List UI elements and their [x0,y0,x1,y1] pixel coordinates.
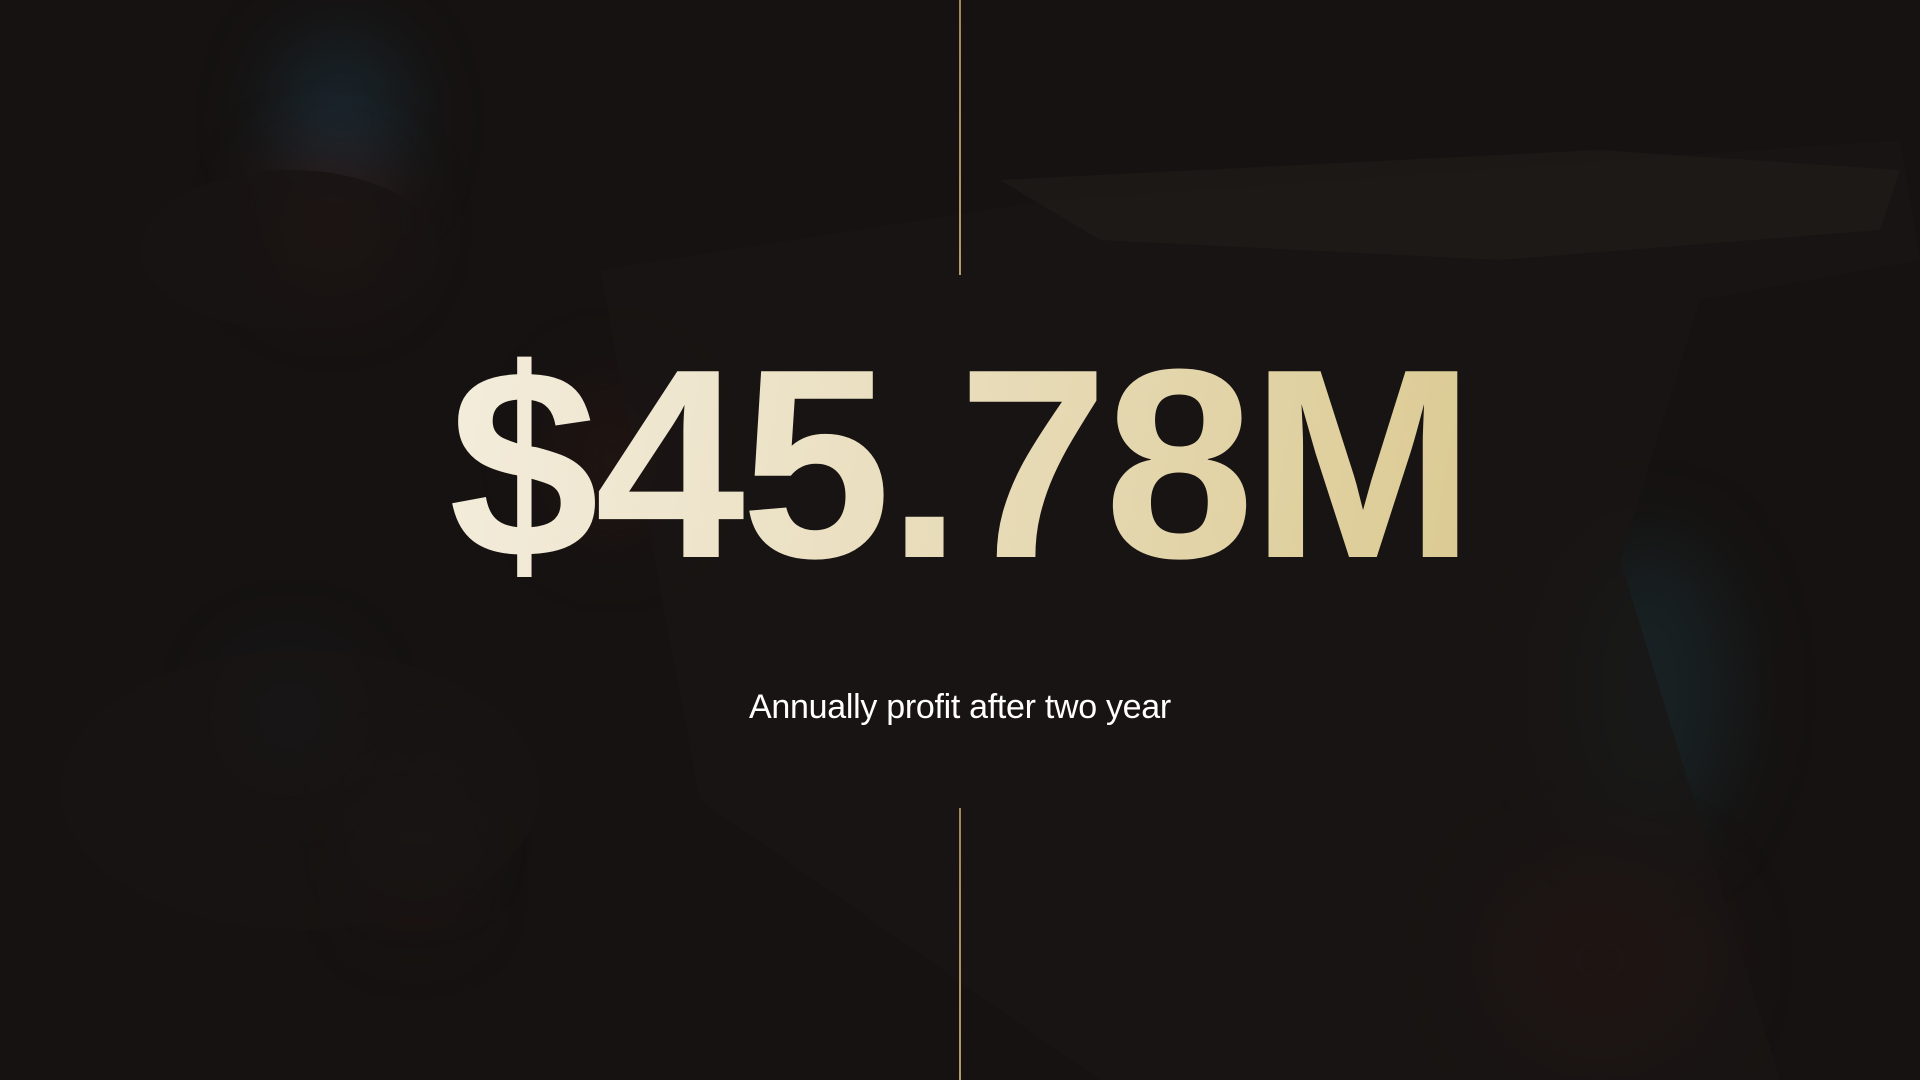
stat-caption: Annually profit after two year [0,688,1920,727]
background-glow-teal-bottom [380,780,450,870]
background-glow-blue-top [280,40,400,200]
divider-line-top [959,0,961,275]
background-glow-red-bottom [380,850,450,920]
background-glow-red-right [1490,860,1710,1060]
background-glow-red-top [270,160,390,290]
divider-line-bottom [959,808,961,1080]
stat-value: $45.78M [0,330,1920,600]
